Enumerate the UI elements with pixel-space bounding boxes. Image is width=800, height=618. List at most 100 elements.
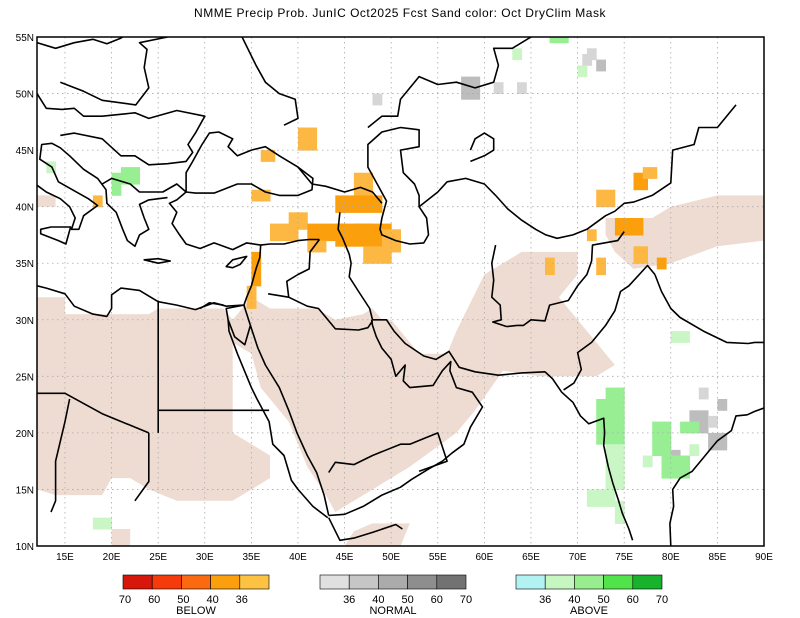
x-tick-label: 90E: [755, 552, 773, 563]
y-tick-label: 25N: [16, 372, 34, 383]
border-iraq-iran: [337, 212, 374, 320]
graticule-grid: [37, 37, 764, 546]
red-sea-east: [249, 325, 330, 516]
border-russia-ukraine: [241, 37, 299, 126]
x-tick-label: 20E: [103, 552, 121, 563]
below-normal-cell-22: [596, 257, 606, 276]
map-title: NMME Precip Prob. JunIC Oct2025 Fcst San…: [194, 6, 606, 20]
below-normal-cell-5: [353, 172, 373, 196]
y-tick-label: 50N: [16, 90, 34, 101]
caspian-coast: [367, 126, 430, 245]
persian-gulf-iran-coast: [372, 319, 634, 541]
above-normal-cell-12: [652, 421, 672, 456]
normal-cell-14: [698, 387, 709, 400]
legend-above-tick: 70: [656, 594, 668, 606]
dry-mask-region-3: [344, 523, 410, 546]
above-normal-cell-15: [642, 455, 653, 468]
legend-above-title: ABOVE: [570, 605, 608, 617]
below-normal-cell-3: [92, 195, 103, 208]
legend-normal-tick: 60: [431, 594, 443, 606]
normal-cell-11: [708, 415, 718, 428]
legend-below-tick: 70: [119, 594, 131, 606]
below-normal-cell-17: [596, 189, 616, 208]
x-tick-label: 15E: [56, 552, 74, 563]
normal-cell-4: [517, 82, 527, 94]
above-normal-cell-5: [549, 37, 569, 44]
legend-below-tick: 40: [206, 594, 218, 606]
legend-below-swatch: [122, 574, 153, 590]
legend-below-tick: 36: [236, 594, 248, 606]
dry-mask-region-1: [37, 251, 615, 513]
below-normal-cell-11: [353, 223, 373, 242]
legend-above-swatch: [632, 574, 663, 590]
y-tick-label: 10N: [16, 542, 34, 553]
legend-normal-swatch: [348, 574, 379, 590]
legend-normal-title: NORMAL: [369, 605, 416, 617]
x-tick-label: 70E: [569, 552, 587, 563]
normal-cell-1: [372, 93, 383, 106]
below-normal-cell-23: [545, 257, 555, 276]
axis-ticks: 15E 20E 25E 30E 35E 40E 45E 50E 55E 60E 65E 70E 75E 8…: [16, 33, 774, 563]
nile-delta: [199, 302, 224, 310]
x-tick-label: 60E: [475, 552, 493, 563]
legend-above-tick: 36: [539, 594, 551, 606]
below-normal-cell-13: [363, 246, 392, 264]
y-tick-label: 15N: [16, 485, 34, 496]
legend-above: 36 40 50 60 70 ABOVE: [515, 574, 668, 617]
sinai: [225, 304, 252, 346]
india-east-coast: [669, 407, 764, 546]
legend-normal-swatch: [319, 574, 350, 590]
x-tick-label: 25E: [149, 552, 167, 563]
below-normal-cell-8: [270, 223, 299, 242]
border-china-india: [654, 274, 764, 345]
normal-cell-3: [493, 82, 504, 94]
above-normal-cell-4: [512, 48, 523, 61]
normal-cell-2: [461, 76, 481, 100]
y-tick-label: 20N: [16, 429, 34, 440]
legend-above-tick: 60: [627, 594, 639, 606]
y-tick-label: 45N: [16, 146, 34, 157]
legend-below-swatch: [210, 574, 241, 590]
x-tick-label: 50E: [382, 552, 400, 563]
border-iran-pakistan: [506, 231, 625, 328]
above-normal-cell-6: [577, 65, 588, 78]
above-normal-cell-2: [111, 172, 122, 196]
below-normal-cell-14: [307, 240, 327, 253]
legend-below-swatch: [181, 574, 211, 590]
dry-mask-region-5: [37, 195, 56, 207]
above-normal-cell-10: [586, 489, 616, 507]
baltic-coast: [37, 37, 124, 50]
x-tick-label: 80E: [662, 552, 680, 563]
crete: [143, 257, 172, 264]
x-tick-label: 55E: [429, 552, 447, 563]
x-tick-label: 75E: [615, 552, 633, 563]
border-libya-sudan-chad: [134, 432, 150, 502]
y-tick-label: 40N: [16, 203, 34, 214]
africa-horn-coast: [327, 517, 403, 542]
above-normal-cell-9: [605, 444, 625, 490]
legend-normal-tick: 40: [372, 594, 384, 606]
above-normal-cell-17: [670, 331, 690, 343]
border-turkey-syria: [260, 238, 320, 246]
above-normal-cell-18: [92, 517, 112, 530]
legend-normal-swatch: [436, 574, 467, 590]
border-iran-afghanistan: [491, 244, 508, 328]
cyprus: [225, 255, 248, 269]
below-normal-cell-2: [260, 150, 276, 162]
below-normal-cell-20: [614, 218, 644, 236]
legend-below-title: BELOW: [176, 605, 216, 617]
x-tick-label: 65E: [522, 552, 540, 563]
above-normal-cell-8: [596, 399, 625, 445]
border-turkmen-uzbek: [418, 104, 737, 240]
x-tick-label: 40E: [289, 552, 307, 563]
legend-normal-tick: 70: [460, 594, 472, 606]
legend-below-swatch: [239, 574, 270, 590]
border-balkans: [101, 177, 187, 193]
legend-above-swatch: [603, 574, 634, 590]
normal-cell-6: [596, 59, 606, 72]
border-poland-belarus: [60, 37, 168, 106]
legend-normal-tick: 50: [401, 594, 413, 606]
border-kazakh-russia: [367, 37, 532, 129]
